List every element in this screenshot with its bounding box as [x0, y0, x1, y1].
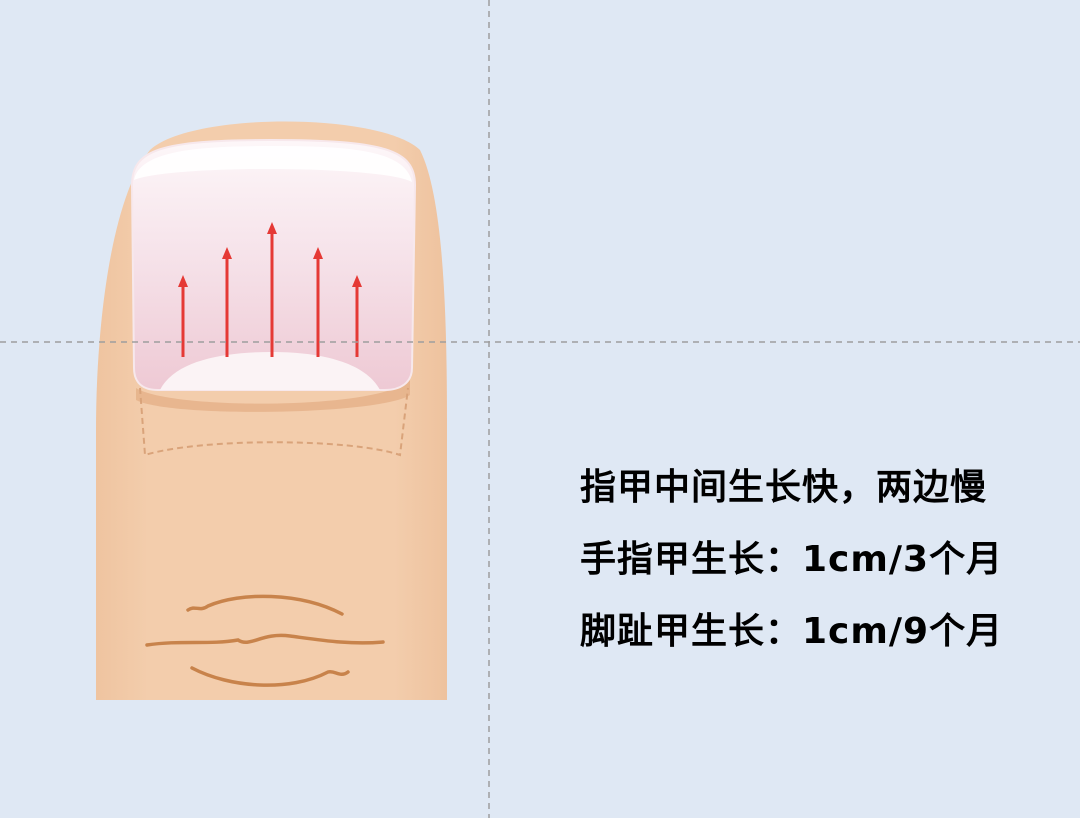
nail-free-edge	[134, 146, 412, 182]
wrinkle-top	[186, 594, 344, 616]
wrinkle-middle	[145, 633, 385, 647]
nail-bed-shadow	[136, 380, 410, 412]
fingernail-growth-text: 手指甲生长：1cm/3个月	[580, 539, 1004, 580]
growth-pattern-text: 指甲中间生长快，两边慢	[580, 467, 988, 508]
growth-arrow-4	[313, 247, 323, 357]
wrinkle-bottom	[190, 666, 350, 687]
lunula	[160, 352, 380, 390]
growth-arrow-3	[267, 222, 277, 357]
growth-arrow-1	[178, 275, 188, 357]
growth-arrow-5	[352, 275, 362, 357]
info-text-block: 指甲中间生长快，两边慢 手指甲生长：1cm/3个月 脚趾甲生长：1cm/9个月	[580, 470, 1003, 686]
growth-arrow-2	[222, 247, 232, 357]
nail-root-outline	[139, 387, 409, 457]
growth-arrows	[178, 222, 362, 357]
knuckle-wrinkles	[145, 594, 385, 687]
toenail-growth-text: 脚趾甲生长：1cm/9个月	[580, 611, 1004, 652]
